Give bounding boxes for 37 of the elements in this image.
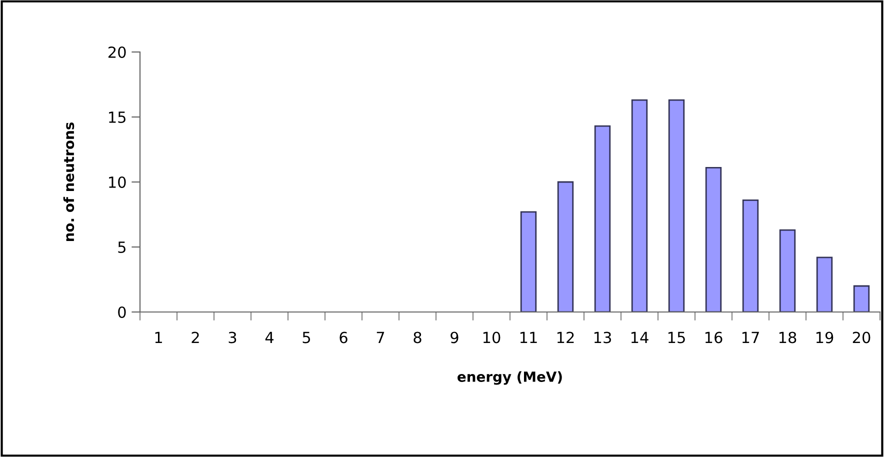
x-tick-label: 9 [450, 332, 458, 344]
x-tick-label: 6 [340, 332, 348, 344]
bar [557, 181, 574, 312]
x-tick-label: 1 [155, 332, 162, 344]
x-tick-label: 14 [631, 332, 648, 344]
y-tick-label: 5 [118, 242, 126, 254]
bar [742, 200, 759, 312]
bar [816, 256, 833, 312]
bar [853, 285, 870, 312]
x-tick-label: 15 [668, 332, 685, 344]
x-tick-label: 16 [705, 332, 722, 344]
bar [520, 211, 537, 312]
x-tick-label: 19 [816, 332, 834, 344]
bar [594, 125, 611, 312]
x-tick-label: 20 [852, 332, 870, 344]
x-tick-label: 18 [779, 332, 796, 344]
x-tick-label: 7 [376, 332, 384, 344]
x-tick-label: 5 [302, 332, 310, 344]
x-tick-label: 17 [742, 332, 759, 344]
y-tick-label: 20 [108, 46, 126, 58]
bar [705, 167, 722, 312]
x-tick-label: 8 [414, 332, 422, 344]
x-tick-label: 13 [594, 332, 611, 344]
y-tick-label: 0 [118, 306, 126, 318]
y-axis-title: no. of neutrons [63, 122, 74, 241]
x-tick-label: 12 [557, 332, 574, 344]
bar [668, 99, 685, 312]
y-tick-label: 10 [109, 176, 126, 188]
x-tick-label: 4 [265, 332, 274, 344]
bar [779, 229, 796, 312]
x-axis-title: energy (MeV) [458, 371, 562, 385]
y-tick-label: 15 [109, 112, 126, 124]
x-tick-label: 11 [520, 332, 537, 344]
x-tick-label: 3 [228, 332, 236, 344]
x-tick-label: 2 [192, 332, 199, 344]
bar [631, 99, 648, 312]
x-tick-label: 10 [483, 332, 500, 344]
